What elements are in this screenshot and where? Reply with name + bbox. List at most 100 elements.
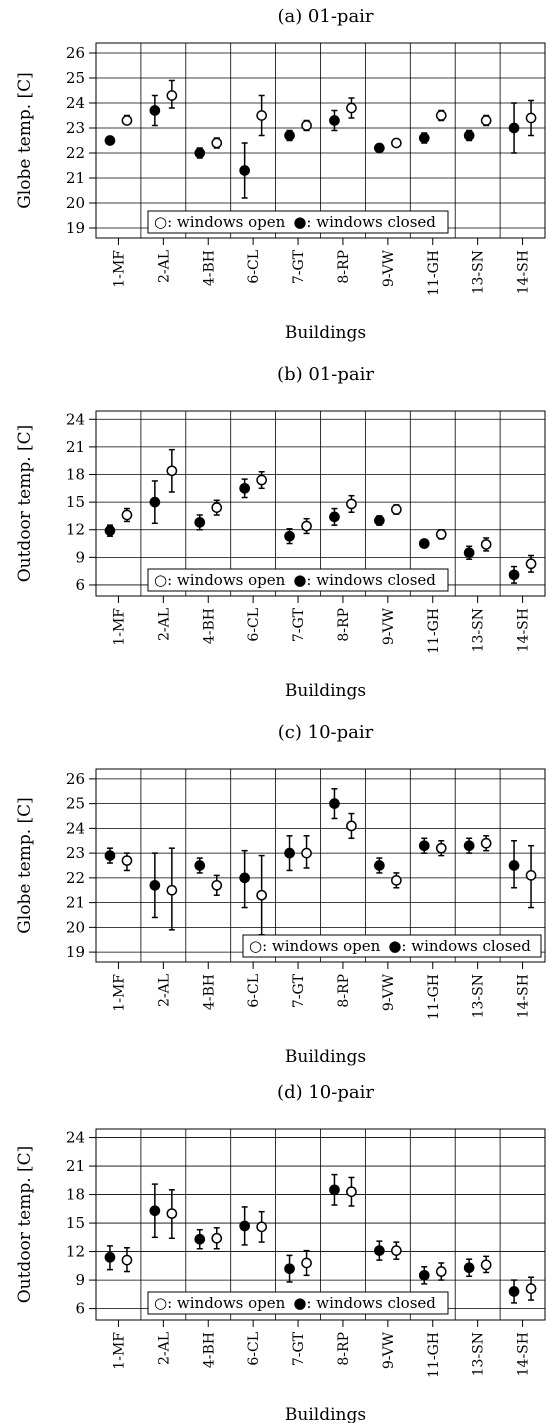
x-axis-label: Buildings (285, 323, 366, 343)
x-tick-label: 14-SH (516, 1332, 532, 1376)
y-tick-label: 18 (66, 1186, 85, 1204)
y-tick-label: 19 (66, 219, 85, 237)
legend-open-label: ○: windows open (249, 937, 381, 955)
data-point-closed (374, 860, 385, 871)
y-tick-label: 21 (66, 894, 85, 912)
data-point-closed (329, 798, 340, 809)
data-point-closed (374, 142, 385, 154)
data-point-closed (463, 840, 475, 852)
legend-box (147, 210, 449, 234)
data-point-closed (508, 122, 520, 134)
x-tick-label: 4-BH (201, 608, 217, 644)
x-tick-label: 1-MF (111, 1332, 127, 1370)
data-point-closed (194, 147, 206, 159)
data-point-open (211, 502, 223, 513)
y-tick-label: 6 (75, 1300, 85, 1318)
data-point-closed (194, 517, 206, 528)
y-tick-label: 18 (66, 466, 85, 484)
y-tick-label: 26 (66, 770, 85, 788)
data-point-closed (239, 872, 250, 884)
x-axis-label: Buildings (285, 1047, 366, 1067)
data-point-closed (508, 569, 520, 581)
y-tick-label: 24 (66, 819, 85, 837)
x-tick-label: 13-SN (471, 608, 487, 652)
chart-title: (c) 10-pair (278, 722, 374, 743)
data-point-open (480, 837, 492, 849)
x-tick-label: 13-SN (471, 1332, 487, 1376)
plot-frame (95, 1128, 546, 1321)
legend-box (242, 934, 542, 958)
data-point-open (480, 539, 492, 550)
chart-title: (d) 10-pair (277, 1082, 374, 1103)
x-tick-label: 6-CL (246, 608, 262, 642)
chart-panel-4: (d) 10-pair 6 9 12 15 18 21 24 1-MF 2-AL 4-BH 6-CL 7… (15, 1082, 546, 1423)
x-tick-label: 4-BH (201, 1332, 217, 1368)
data-point-open (256, 474, 267, 486)
legend-open-label: ○: windows open (154, 571, 286, 589)
x-tick-label: 9-VW (381, 973, 397, 1011)
data-point-open (166, 1208, 178, 1219)
data-point-open (256, 889, 267, 901)
data-point-closed (104, 525, 116, 537)
data-point-closed (418, 1269, 430, 1281)
y-tick-label: 24 (66, 94, 85, 112)
legend-open-label: ○: windows open (154, 1294, 286, 1312)
x-tick-label: 1-MF (111, 608, 127, 646)
legend: ○: windows open ●: windows closed (147, 210, 449, 234)
x-tick-label: 6-CL (246, 974, 262, 1008)
data-point-open (211, 1232, 223, 1244)
chart-title: (a) 01-pair (277, 6, 373, 27)
x-tick-label: 8-RP (336, 608, 352, 642)
legend-text: ○: windows open ●: windows closed (154, 571, 436, 589)
data-point-open (121, 855, 133, 866)
y-tick-label: 6 (75, 576, 85, 594)
x-tick-label: 14-SH (516, 974, 532, 1018)
data-point-closed (418, 538, 430, 549)
x-tick-label: 11-GH (426, 608, 442, 654)
data-point-open (435, 1266, 447, 1277)
chart-panel-3: (c) 10-pair 19 20 21 22 23 24 25 26 1-MF 2-AL 4-BH 6… (15, 722, 546, 1067)
y-tick-label: 20 (66, 918, 85, 936)
x-tick-label: 6-CL (246, 1332, 262, 1366)
x-tick-label: 8-RP (336, 974, 352, 1008)
data-point-open (525, 1283, 537, 1294)
y-axis-label: Globe temp. [C] (15, 797, 35, 934)
legend-closed-label: ●: windows closed (293, 1294, 436, 1312)
data-point-open (301, 120, 312, 131)
y-tick-label: 22 (66, 144, 85, 162)
data-point-open (301, 1257, 312, 1269)
data-point-closed (239, 165, 250, 176)
plot-frame (95, 410, 546, 597)
x-tick-label: 2-AL (156, 1332, 172, 1365)
y-tick-label: 15 (66, 1214, 85, 1232)
data-point-open (301, 847, 312, 859)
data-point-open (435, 842, 447, 854)
y-tick-label: 22 (66, 869, 85, 887)
plot-frame (95, 768, 546, 963)
data-point-closed (239, 1220, 250, 1232)
y-tick-label: 26 (66, 44, 85, 62)
legend-text: ○: windows open ●: windows closed (249, 937, 531, 955)
data-point-open (525, 558, 537, 570)
data-point-closed (508, 1286, 520, 1297)
y-tick-label: 24 (66, 1129, 85, 1147)
data-point-open (346, 1186, 357, 1198)
x-tick-label: 7-GT (291, 973, 307, 1008)
x-tick-label: 4-BH (201, 974, 217, 1010)
data-point-closed (374, 515, 385, 526)
data-point-open (346, 498, 357, 510)
x-axis-label: Buildings (285, 681, 366, 701)
data-point-closed (284, 130, 295, 141)
x-tick-label: 9-VW (381, 249, 397, 287)
x-tick-label: 11-GH (426, 974, 442, 1020)
data-point-open (480, 115, 492, 126)
x-tick-label: 14-SH (516, 608, 532, 652)
x-tick-label: 14-SH (516, 250, 532, 294)
data-point-closed (104, 1251, 116, 1263)
legend-open-label: ○: windows open (154, 213, 286, 231)
data-point-closed (329, 1184, 340, 1196)
y-tick-label: 9 (75, 548, 85, 566)
legend-closed-label: ●: windows closed (388, 937, 531, 955)
data-point-open (435, 110, 447, 121)
data-point-open (346, 102, 357, 114)
